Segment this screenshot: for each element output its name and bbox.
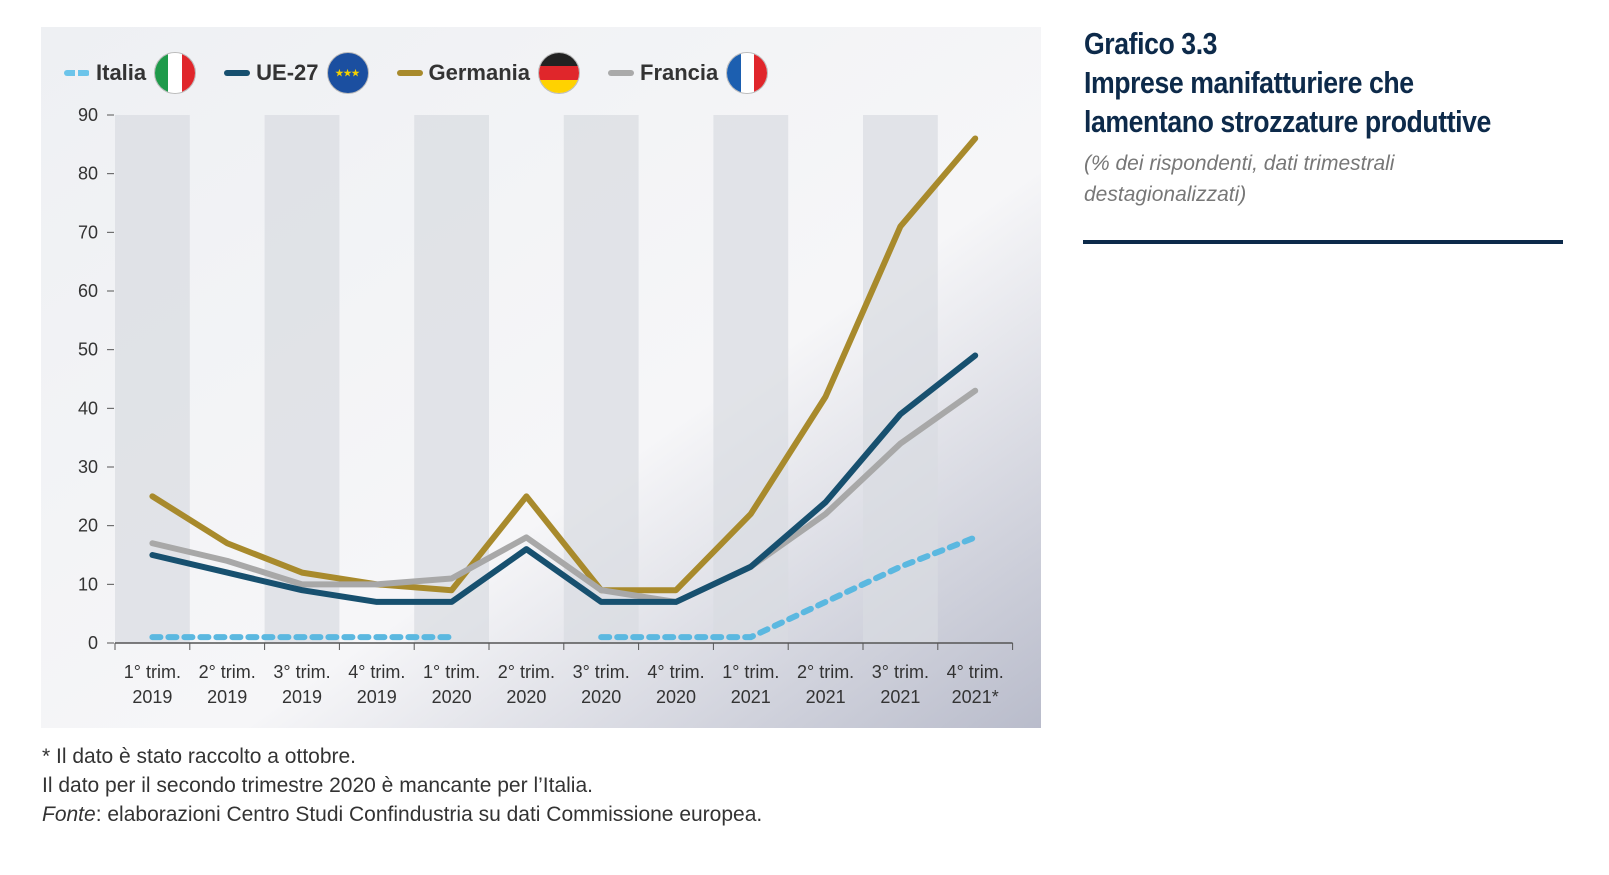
x-tick-label: 2021 xyxy=(731,687,771,707)
title-line: lamentano strozzature produttive xyxy=(1084,104,1491,139)
x-tick-label: 3° trim. xyxy=(573,662,630,682)
y-tick-label: 90 xyxy=(78,105,98,125)
source-text: : elaborazioni Centro Studi Confindustri… xyxy=(95,803,763,826)
x-tick-label: 2021 xyxy=(806,687,846,707)
footnote: * Il dato è stato raccolto a ottobre. xyxy=(42,745,357,768)
x-tick-label: 2019 xyxy=(357,687,397,707)
x-tick-label: 2019 xyxy=(207,687,247,707)
legend-swatch xyxy=(608,70,634,76)
y-tick-label: 50 xyxy=(78,340,98,360)
column-stripe xyxy=(563,115,639,643)
column-stripe xyxy=(264,115,340,643)
legend-swatch xyxy=(396,70,423,76)
series-line-ue-27 xyxy=(149,352,979,605)
x-tick-label: 2020 xyxy=(656,687,696,707)
x-tick-label: 2021* xyxy=(952,687,999,707)
x-tick-label: 2° trim. xyxy=(797,662,854,682)
y-tick-label: 30 xyxy=(78,457,98,477)
legend-item-germania: Germania xyxy=(396,52,580,94)
legend-swatch xyxy=(224,70,251,76)
x-tick-label: 2° trim. xyxy=(199,662,256,682)
series-line-italia xyxy=(598,534,979,641)
x-tick-label: 2020 xyxy=(506,687,546,707)
column-stripe xyxy=(713,115,789,643)
title-line: Grafico 3.3 xyxy=(1084,26,1218,61)
y-tick-label: 80 xyxy=(78,164,98,184)
legend-item-francia: Francia xyxy=(608,52,769,94)
y-tick-label: 20 xyxy=(78,516,98,536)
x-tick-label: 1° trim. xyxy=(722,662,779,682)
title-line: Imprese manifatturiere che xyxy=(1084,65,1414,100)
divider xyxy=(1083,240,1563,244)
legend-label: Francia xyxy=(640,60,719,85)
germany-flag-icon xyxy=(538,52,580,94)
x-tick-label: 3° trim. xyxy=(273,662,330,682)
source-note: Fonte: elaborazioni Centro Studi Confind… xyxy=(42,800,762,829)
eu-flag-icon: ★★★ xyxy=(326,52,369,94)
x-tick-label: 3° trim. xyxy=(872,662,929,682)
y-tick-label: 10 xyxy=(78,574,98,594)
x-tick-label: 4° trim. xyxy=(647,662,704,682)
y-tick-label: 60 xyxy=(78,281,98,301)
x-tick-label: 4° trim. xyxy=(348,662,405,682)
x-tick-label: 2° trim. xyxy=(498,662,555,682)
x-tick-label: 2019 xyxy=(282,687,322,707)
footnotes: * Il dato è stato raccolto a ottobre. Il… xyxy=(42,742,762,829)
legend-label: Italia xyxy=(96,60,147,85)
x-tick-label: 1° trim. xyxy=(124,662,181,682)
footnote: Il dato per il secondo trimestre 2020 è … xyxy=(42,774,593,797)
series-line-germania xyxy=(149,135,979,594)
x-tick-label: 1° trim. xyxy=(423,662,480,682)
legend-item-italia: Italia xyxy=(64,52,197,94)
source-label: Fonte xyxy=(42,803,96,826)
x-tick-label: 2021 xyxy=(880,687,920,707)
chart-subtitle: (% dei rispondenti, dati trimestrali des… xyxy=(1084,152,1395,206)
x-tick-label: 4° trim. xyxy=(947,662,1004,682)
y-tick-label: 70 xyxy=(78,222,98,242)
y-tick-label: 40 xyxy=(78,398,98,418)
italy-flag-icon xyxy=(154,52,197,94)
legend: Italia UE-27 ★★★ Germania Francia xyxy=(64,52,796,94)
chart-title: Grafico 3.3 Imprese manifatturiere che l… xyxy=(1084,24,1491,141)
x-tick-label: 2019 xyxy=(132,687,172,707)
legend-swatch xyxy=(64,70,90,76)
x-tick-label: 2020 xyxy=(581,687,621,707)
series-line-francia xyxy=(149,387,979,605)
legend-label: Germania xyxy=(428,60,531,85)
france-flag-icon xyxy=(726,52,769,94)
legend-label: UE-27 xyxy=(256,60,319,85)
x-tick-label: 2020 xyxy=(432,687,472,707)
y-tick-label: 0 xyxy=(88,633,98,653)
legend-item-ue27: UE-27 ★★★ xyxy=(224,52,369,94)
